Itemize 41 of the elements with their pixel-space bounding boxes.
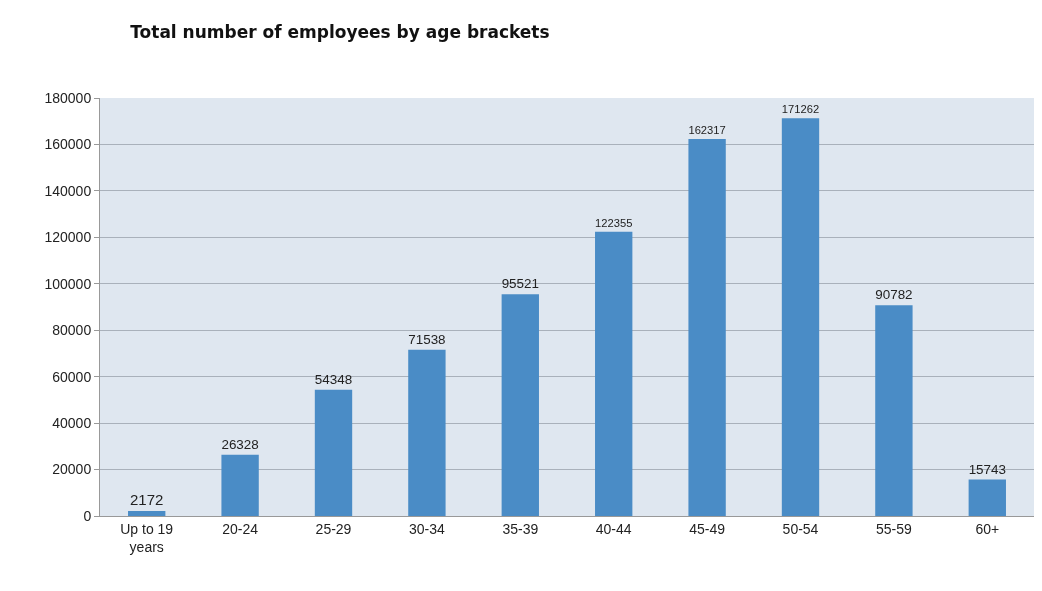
bar [408,349,446,516]
chart-title: Total number of employees by age brackets [130,22,550,43]
y-tick-label: 180000 [44,89,92,106]
bar [875,305,913,516]
y-tick-label: 140000 [44,182,92,199]
x-tick-label: 50-54 [782,520,819,537]
y-tick-label: 20000 [52,461,92,478]
y-tick-label: 100000 [44,275,92,292]
data-label: 171262 [781,103,820,116]
y-tick-label: 40000 [52,415,92,432]
data-label: 122355 [595,216,633,229]
bar [968,479,1006,516]
bar [781,118,820,516]
data-label: 90782 [875,287,913,303]
y-tick-label: 80000 [52,322,92,339]
data-label: 71538 [408,332,446,348]
bar [314,389,353,516]
data-label: 162317 [688,123,726,136]
y-tick-label: 60000 [52,368,92,385]
y-tick-label: 160000 [44,136,92,153]
x-tick-label: 55-59 [875,520,913,537]
bar [501,294,539,516]
x-tick-label: 60+ [975,520,1000,537]
x-tick-label: 30-34 [408,520,446,537]
x-tick-label: Up to 19 years [120,520,174,555]
y-tick-label: 0 [83,507,92,524]
data-label: 26328 [221,437,259,453]
x-tick-label: 45-49 [689,520,726,537]
bar [595,231,633,516]
data-label: 15743 [968,461,1006,477]
data-label: 54348 [314,372,353,388]
bar [128,510,166,516]
x-tick-label: 25-29 [315,520,352,537]
bar [688,139,726,516]
x-tick-label: 40-44 [595,520,632,537]
bar [221,454,259,516]
x-tick-label: 20-24 [222,520,259,537]
data-label: 2172 [130,490,164,508]
x-tick-label: 35-39 [502,520,539,537]
data-label: 95521 [501,276,539,292]
y-tick-label: 120000 [44,229,92,246]
